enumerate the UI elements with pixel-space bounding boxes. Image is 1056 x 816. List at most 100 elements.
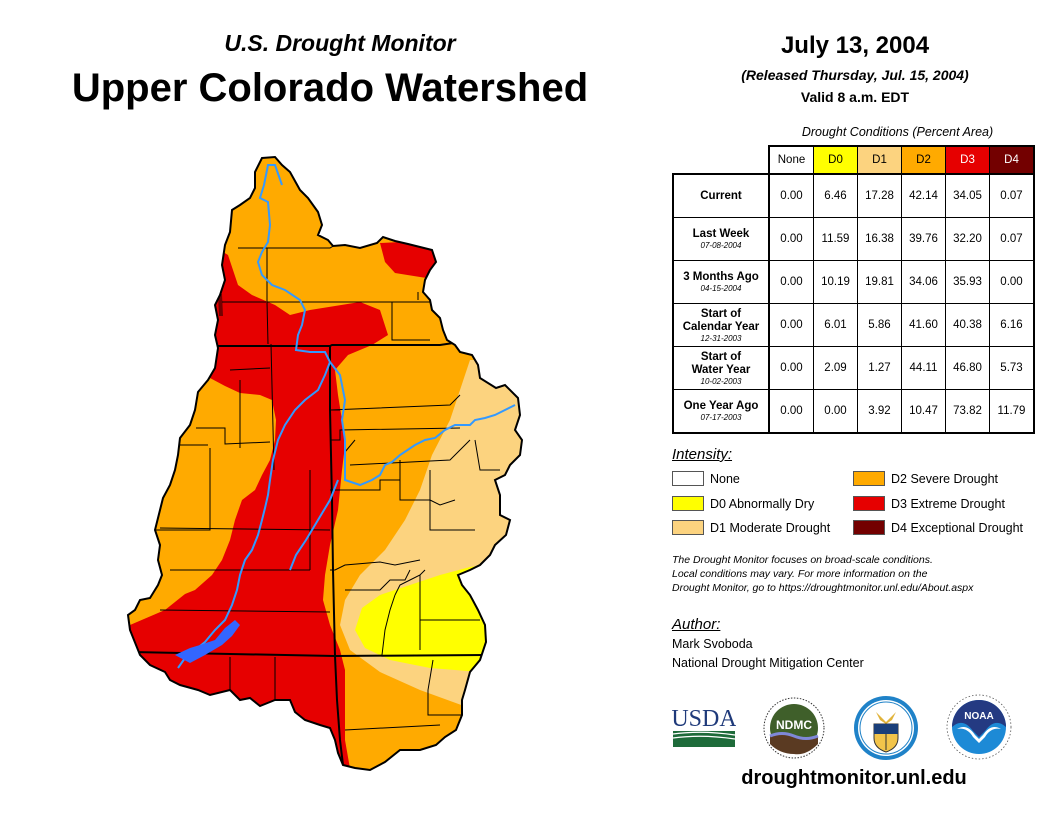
cell-value: 0.00: [768, 346, 814, 390]
col-header-none: None: [768, 145, 814, 175]
legend-swatch-d4: [853, 520, 885, 535]
drought-stats-table: None D0 D1 D2 D3 D4 Current 0.00 6.46 17…: [672, 145, 1035, 434]
legend-title: Intensity:: [672, 446, 733, 463]
cell-value: 10.47: [901, 389, 946, 434]
col-header-d1: D1: [857, 145, 902, 175]
col-header-d4: D4: [989, 145, 1035, 175]
cell-value: 11.59: [813, 217, 858, 261]
row-label: Start of Water Year 10-02-2003: [672, 346, 770, 390]
row-label-text: One Year Ago: [683, 400, 759, 412]
col-header-d3: D3: [945, 145, 990, 175]
row-label-text: Current: [700, 189, 742, 202]
d4-zone: [218, 294, 223, 316]
cell-value: 34.06: [901, 260, 946, 304]
author-organization: National Drought Mitigation Center: [672, 656, 864, 670]
cell-value: 46.80: [945, 346, 990, 390]
legend-label: D4 Exceptional Drought: [891, 520, 1024, 535]
cell-value: 16.38: [857, 217, 902, 261]
map-subtitle: U.S. Drought Monitor: [224, 30, 456, 56]
cell-value: 6.16: [989, 303, 1035, 347]
row-label-text: 3 Months Ago: [683, 271, 759, 283]
cell-value: 34.05: [945, 173, 990, 218]
county-lines: [145, 244, 500, 731]
cell-value: 35.93: [945, 260, 990, 304]
row-date: 12-31-2003: [700, 333, 742, 343]
cell-value: 6.01: [813, 303, 858, 347]
cell-value: 10.19: [813, 260, 858, 304]
legend-swatch-d2: [853, 471, 885, 486]
row-date: 04-15-2004: [700, 284, 742, 293]
cell-value: 0.07: [989, 217, 1035, 261]
cell-value: 73.82: [945, 389, 990, 434]
row-label: Current: [672, 173, 770, 218]
row-date: 07-08-2004: [700, 241, 742, 250]
map-date: July 13, 2004: [780, 32, 930, 59]
commerce-seal: [854, 696, 918, 760]
cell-value: 0.00: [989, 260, 1035, 304]
lake-powell: [175, 620, 240, 663]
row-label-line1: Start of: [700, 350, 742, 363]
cell-value: 0.00: [768, 260, 814, 304]
cell-value: 42.14: [901, 173, 946, 218]
map-title: Upper Colorado Watershed: [71, 66, 589, 110]
legend-label: D1 Moderate Drought: [710, 520, 831, 535]
d3-zone-main: [128, 250, 388, 770]
author-name: Mark Svoboda: [672, 637, 753, 651]
cell-value: 41.60: [901, 303, 946, 347]
row-label: One Year Ago 07-17-2003: [672, 389, 770, 434]
disclaimer-line: The Drought Monitor focuses on broad-sca…: [672, 554, 933, 566]
legend-item-none: None: [672, 471, 740, 486]
cell-value: 44.11: [901, 346, 946, 390]
cell-value: 5.86: [857, 303, 902, 347]
cell-value: 39.76: [901, 217, 946, 261]
col-header-d0: D0: [813, 145, 858, 175]
legend-item-d4: D4 Exceptional Drought: [853, 520, 1023, 535]
legend-swatch-d0: [672, 496, 704, 511]
legend-item-d0: D0 Abnormally Dry: [672, 496, 814, 511]
legend-label: None: [710, 471, 740, 486]
noaa-logo-text: NOAA: [964, 711, 993, 722]
legend-swatch-d1: [672, 520, 704, 535]
author-heading: Author:: [672, 616, 721, 633]
table-corner: [673, 146, 769, 174]
cell-value: 0.00: [768, 303, 814, 347]
rivers: [177, 164, 516, 669]
legend-label: D0 Abnormally Dry: [710, 496, 815, 511]
cell-value: 19.81: [857, 260, 902, 304]
table-caption: Drought Conditions (Percent Area): [801, 125, 994, 139]
usda-logo: USDA: [672, 706, 736, 747]
row-date: 10-02-2003: [700, 376, 742, 386]
table-row-last-week: Last Week 07-08-2004 0.00 11.59 16.38 39.…: [672, 217, 1035, 261]
valid-time: Valid 8 a.m. EDT: [800, 89, 910, 105]
cell-value: 11.79: [989, 389, 1035, 434]
cell-value: 17.28: [857, 173, 902, 218]
row-label-text: Last Week: [692, 228, 750, 240]
website-url[interactable]: droughtmonitor.unl.edu: [741, 767, 967, 789]
table-row-3-months-ago: 3 Months Ago 04-15-2004 0.00 10.19 19.81 …: [672, 260, 1035, 304]
row-label: Last Week 07-08-2004: [672, 217, 770, 261]
row-label-line2: Calendar Year: [682, 320, 760, 333]
row-date: 07-17-2003: [700, 413, 742, 422]
table-header-row: None D0 D1 D2 D3 D4: [673, 145, 1035, 175]
cell-value: 40.38: [945, 303, 990, 347]
drought-map: [127, 156, 523, 771]
col-header-d2: D2: [901, 145, 946, 175]
cell-value: 0.07: [989, 173, 1035, 218]
table-row-current: Current 0.00 6.46 17.28 42.14 34.05 0.07: [672, 173, 1035, 218]
row-label-line2: Water Year: [691, 363, 751, 376]
usda-logo-text: USDA: [672, 706, 736, 732]
cell-value: 2.09: [813, 346, 858, 390]
cell-value: 32.20: [945, 217, 990, 261]
cell-value: 0.00: [813, 389, 858, 434]
ndmc-logo-text: NDMC: [776, 718, 812, 732]
table-row-start-of-calendar-year: Start of Calendar Year 12-31-2003 0.00 6.0…: [672, 303, 1035, 347]
legend-item-d3: D3 Extreme Drought: [853, 496, 1005, 511]
row-label-line1: Start of: [700, 307, 742, 320]
noaa-logo: NOAA: [946, 694, 1012, 760]
cell-value: 3.92: [857, 389, 902, 434]
legend-label: D2 Severe Drought: [891, 471, 999, 486]
disclaimer-line: Local conditions may vary. For more info…: [672, 568, 928, 580]
cell-value: 0.00: [768, 389, 814, 434]
table-row-start-of-water-year: Start of Water Year 10-02-2003 0.00 2.09 1…: [672, 346, 1035, 390]
legend-swatch-d3: [853, 496, 885, 511]
